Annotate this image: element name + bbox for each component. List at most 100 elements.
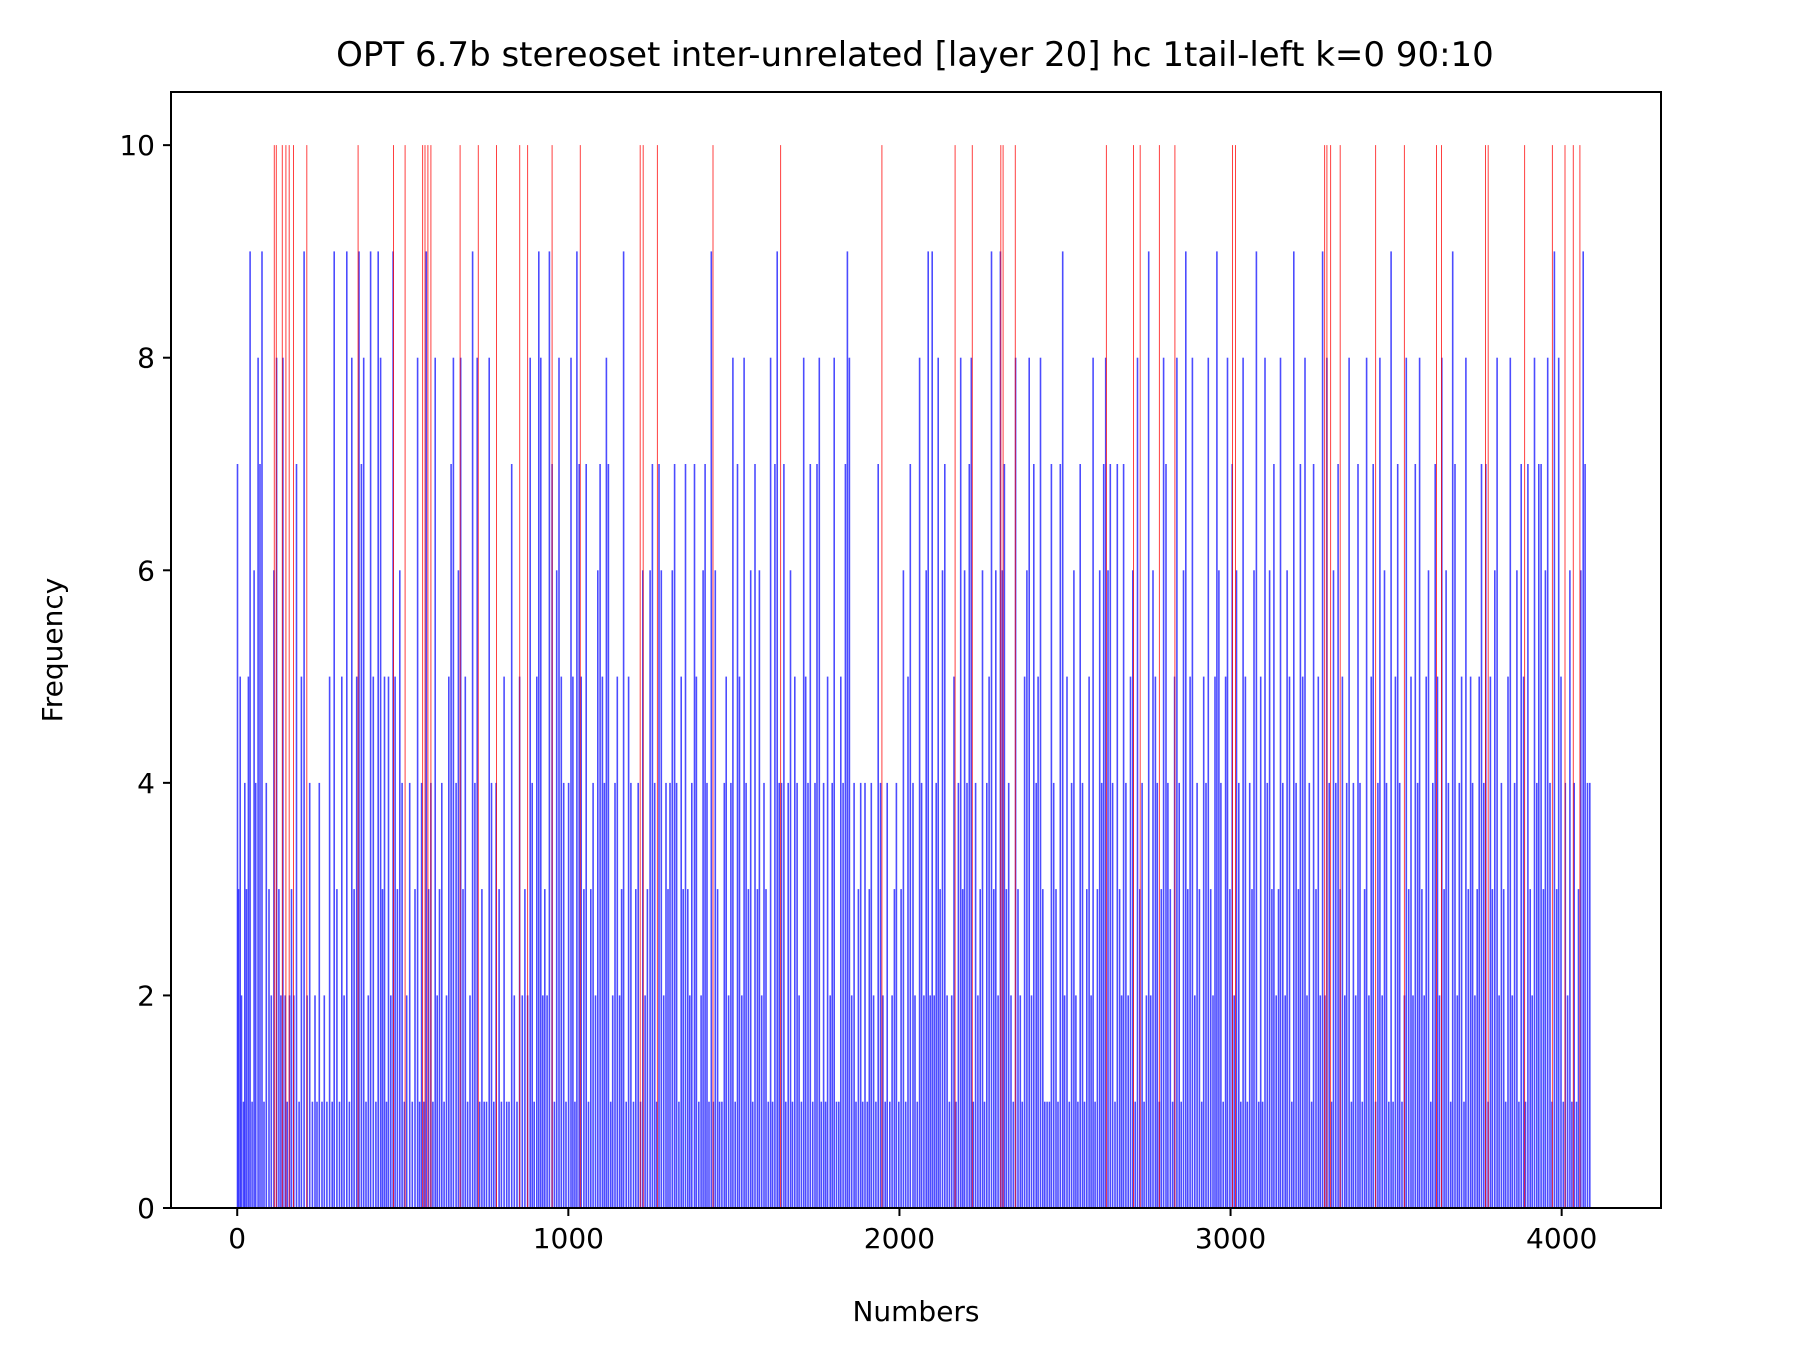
bar-blue	[995, 570, 997, 1208]
bar-blue	[1328, 782, 1330, 1208]
bar-blue	[678, 1101, 680, 1208]
y-axis-label: Frequency	[36, 578, 69, 723]
bar-blue	[771, 1101, 774, 1208]
bar-blue	[469, 995, 471, 1208]
bar-blue	[948, 1101, 951, 1208]
bar-red	[656, 145, 658, 1209]
bar-blue	[1207, 357, 1210, 1208]
bar-blue	[1059, 464, 1062, 1208]
bar-blue	[1502, 889, 1505, 1208]
bar-blue	[1129, 676, 1132, 1208]
bar-blue	[540, 357, 542, 1208]
bar-blue	[1432, 782, 1434, 1208]
bar-blue	[323, 995, 326, 1208]
bar-blue	[284, 995, 286, 1208]
bar-blue	[341, 676, 343, 1208]
bar-red	[477, 145, 479, 1209]
bar-red	[1485, 145, 1486, 1209]
bar-blue	[1310, 1101, 1313, 1208]
bar-blue	[399, 570, 401, 1208]
bar-blue	[1010, 995, 1012, 1208]
bar-blue	[1017, 889, 1019, 1208]
bar-blue	[478, 1101, 481, 1208]
bar-blue	[725, 676, 727, 1208]
bar-blue	[1348, 357, 1350, 1208]
bar-blue	[814, 782, 816, 1208]
bar-blue	[1509, 357, 1512, 1208]
bar-red	[1403, 145, 1405, 1209]
bar-blue	[1094, 1101, 1096, 1208]
x-tick-label: 2000	[864, 1222, 935, 1255]
bar-blue	[886, 782, 888, 1208]
bar-blue	[1259, 676, 1262, 1208]
bar-blue	[809, 464, 812, 1208]
bar-blue	[249, 251, 251, 1208]
bar-blue	[434, 357, 436, 1208]
bar-blue	[1132, 570, 1134, 1208]
bar-blue	[1214, 676, 1216, 1208]
bar-blue	[1266, 782, 1269, 1208]
bar-blue	[1361, 1101, 1364, 1208]
bar-blue	[1092, 357, 1094, 1208]
bar-blue	[481, 889, 483, 1208]
bar-blue	[263, 1101, 265, 1208]
bar-blue	[240, 995, 243, 1208]
bar-blue	[983, 1101, 986, 1208]
bar-blue	[1026, 570, 1028, 1208]
bar-blue	[282, 357, 284, 1208]
bar-blue	[578, 464, 580, 1208]
bar-blue	[923, 995, 925, 1208]
bar-blue	[870, 782, 873, 1208]
bar-blue	[1079, 464, 1081, 1208]
bar-blue	[738, 676, 741, 1208]
bar-blue	[270, 995, 273, 1208]
bar-blue	[920, 782, 923, 1208]
bar-blue	[394, 676, 396, 1208]
bar-red	[712, 145, 714, 1209]
bar-blue	[513, 995, 516, 1208]
bar-blue	[1359, 782, 1361, 1208]
bar-blue	[1052, 782, 1055, 1208]
bar-blue	[1007, 782, 1010, 1208]
bar-blue	[1293, 251, 1295, 1208]
bar-blue	[452, 357, 455, 1208]
bar-blue	[1107, 570, 1109, 1208]
bar-blue	[331, 1101, 333, 1208]
bar-blue	[1524, 1101, 1527, 1208]
bar-blue	[1046, 1101, 1048, 1208]
bar-blue	[1544, 570, 1547, 1208]
bar-blue	[673, 464, 676, 1208]
bar-red	[1551, 145, 1553, 1209]
bar-blue	[346, 251, 348, 1208]
bar-blue	[574, 1101, 576, 1208]
bar-blue	[611, 995, 614, 1208]
bar-blue	[418, 1101, 421, 1208]
bar-blue	[1098, 570, 1101, 1208]
bar-red	[1174, 145, 1176, 1209]
bar-blue	[601, 676, 604, 1208]
bar-blue	[736, 464, 739, 1208]
bar-blue	[1549, 782, 1551, 1208]
bar-blue	[970, 357, 973, 1208]
bar-blue	[1352, 782, 1355, 1208]
bar-blue	[974, 782, 977, 1208]
bar-blue	[1518, 1101, 1520, 1208]
bar-blue	[405, 995, 408, 1208]
bar-blue	[785, 1101, 787, 1208]
bar-blue	[365, 1101, 367, 1208]
bar-blue	[567, 782, 570, 1208]
bar-blue	[1286, 570, 1288, 1208]
bar-blue	[1202, 676, 1205, 1208]
bar-blue	[769, 357, 772, 1208]
bar-blue	[684, 464, 687, 1208]
bar-blue	[900, 889, 902, 1208]
bar-blue	[1507, 676, 1509, 1208]
bar-blue	[544, 889, 546, 1208]
bar-blue	[303, 251, 305, 1208]
bar-blue	[510, 464, 513, 1208]
bar-blue	[838, 1101, 840, 1208]
bar-blue	[343, 995, 345, 1208]
bar-blue	[1182, 570, 1185, 1208]
bar-red	[1133, 145, 1134, 1209]
bar-red	[579, 145, 581, 1209]
